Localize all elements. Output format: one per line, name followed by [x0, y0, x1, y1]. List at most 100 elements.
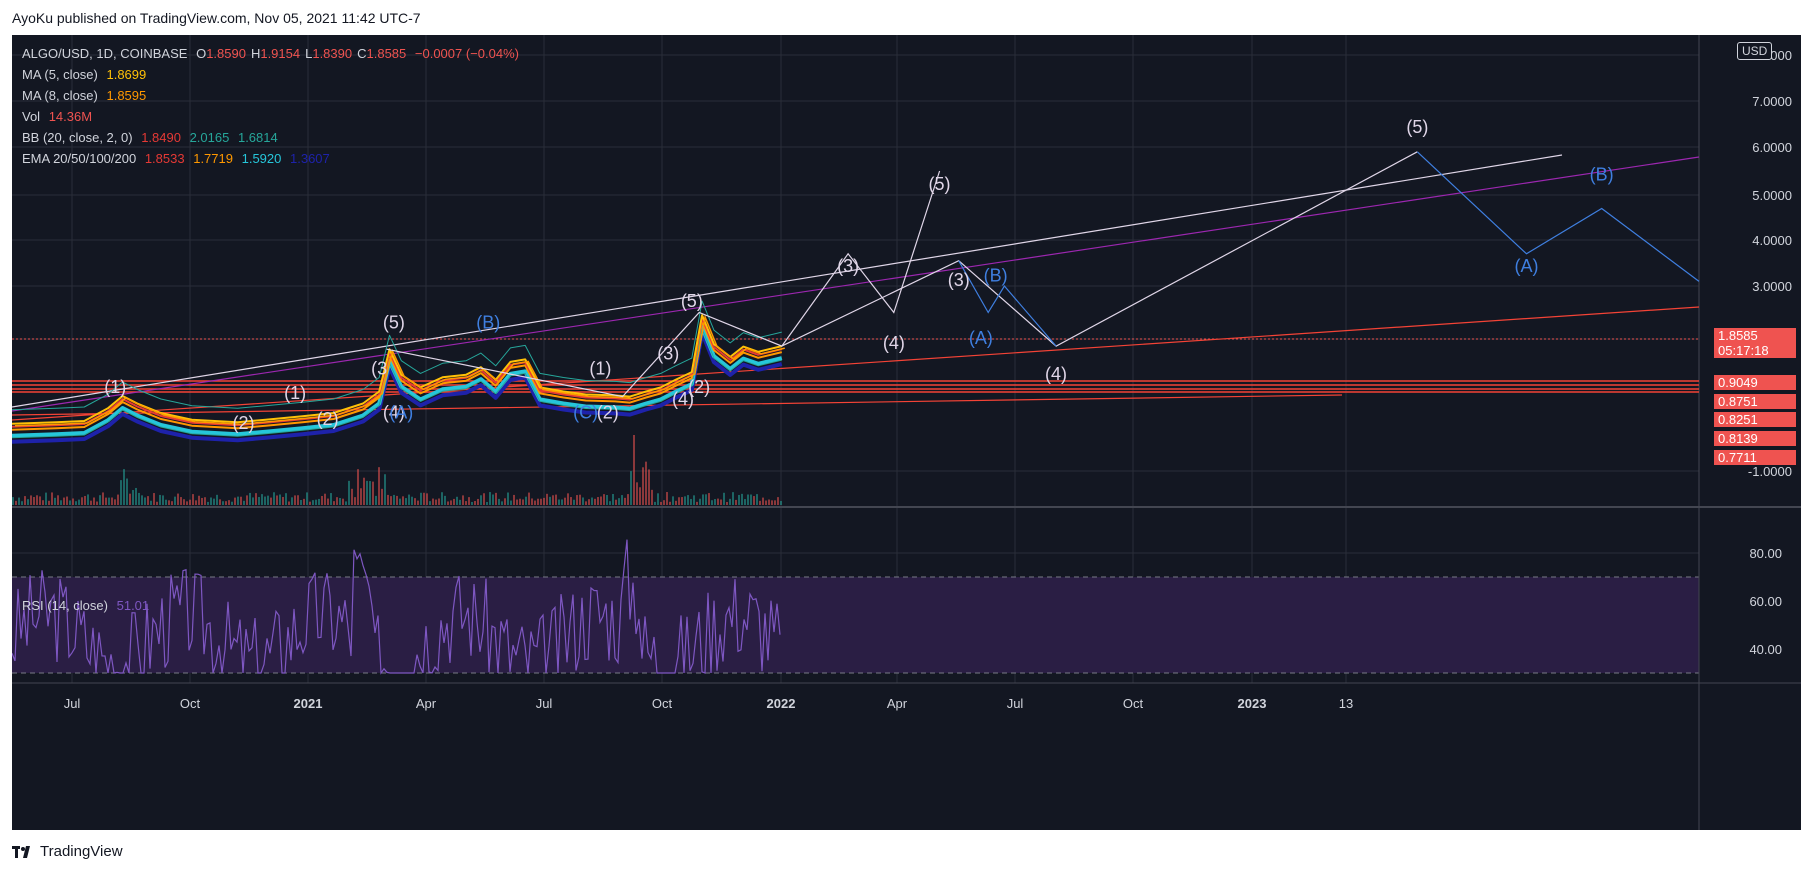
bb-upper-line — [12, 300, 782, 411]
currency-badge[interactable]: USD — [1737, 42, 1773, 60]
wave-label: (3) — [837, 256, 859, 276]
x-tick-label[interactable]: Apr — [887, 696, 908, 711]
volume-bar — [621, 495, 623, 505]
x-tick-label[interactable]: Jul — [64, 696, 81, 711]
ema-label[interactable]: EMA 20/50/100/200 — [22, 151, 137, 166]
ohlc-o: O1.8590 — [196, 46, 246, 61]
volume-bar — [738, 494, 740, 505]
rsi-tick-label: 60.00 — [1749, 594, 1782, 609]
chart-panel[interactable]: (1) (2) (1) (2) (3 (4) (5) (1) (2) (3) (4) (5) (2) (3… — [12, 35, 1801, 830]
volume-bar — [258, 497, 260, 505]
chart-canvas[interactable]: (1) (2) (1) (2) (3 (4) (5) (1) (2) (3) (4) (5) (2) (3… — [12, 35, 1801, 830]
x-tick-label[interactable]: Oct — [1123, 696, 1144, 711]
volume-bar — [684, 496, 686, 505]
rsi-label[interactable]: RSI (14, close) — [22, 598, 108, 613]
vol-label[interactable]: Vol — [22, 109, 41, 124]
trendlines[interactable] — [12, 154, 1700, 421]
volume-bar — [339, 497, 341, 505]
volume-bar — [102, 492, 104, 505]
volume-bar — [501, 501, 503, 505]
volume-bar — [636, 482, 638, 505]
ma5-row[interactable]: MA (5, close) 1.8699 — [22, 64, 519, 85]
volume-bar — [567, 493, 569, 505]
volume-bar — [645, 461, 647, 505]
x-tick-label[interactable]: Apr — [416, 696, 437, 711]
volume-bar — [594, 498, 596, 505]
x-tick-label[interactable]: Oct — [652, 696, 673, 711]
ma8-label[interactable]: MA (8, close) — [22, 88, 98, 103]
volume-bar — [30, 495, 32, 505]
price-line[interactable] — [12, 314, 783, 425]
y-tick-label[interactable]: -1.0000 — [1748, 464, 1792, 479]
volume-bar — [414, 498, 416, 505]
blue-wave-path-2[interactable] — [1416, 151, 1700, 282]
white-trendline[interactable] — [12, 154, 1563, 408]
wave-projection-lines[interactable] — [386, 151, 1700, 398]
rsi-legend[interactable]: RSI (14, close) 51.01 — [22, 598, 149, 613]
x-tick-label[interactable]: Jul — [1007, 696, 1024, 711]
symbol-row[interactable]: ALGO/USD, 1D, COINBASE O1.8590 H1.9154 L1.… — [22, 43, 519, 64]
volume-bar — [147, 496, 149, 505]
symbol-info[interactable]: ALGO/USD, 1D, COINBASE — [22, 46, 188, 61]
brand-footer[interactable]: TradingView — [12, 843, 123, 860]
wave-labels: (1) (2) (1) (2) (3 (4) (5) (1) (2) (3) (4) (5) (2) (3… — [104, 117, 1613, 433]
volume-bar — [261, 494, 263, 505]
price-axis[interactable]: 8.00007.00006.00005.00004.00003.00002.00… — [1748, 48, 1792, 479]
volume-bar — [54, 497, 56, 505]
volume-bar — [210, 497, 212, 505]
y-tick-label[interactable]: 3.0000 — [1752, 279, 1792, 294]
tradingview-logo-icon — [12, 845, 30, 858]
price-tag: 0.8139 — [1714, 431, 1796, 446]
wave-label: (4) — [1045, 364, 1067, 384]
ma8-row[interactable]: MA (8, close) 1.8595 — [22, 85, 519, 106]
x-tick-label[interactable]: Jul — [536, 696, 553, 711]
x-tick-label[interactable]: 13 — [1339, 696, 1353, 711]
purple-trendline[interactable] — [12, 156, 1700, 412]
support-lines[interactable] — [12, 338, 1699, 393]
volume-bar — [294, 495, 296, 505]
volume-bar — [12, 497, 14, 505]
volume-bar — [252, 497, 254, 505]
y-tick-label[interactable]: 4.0000 — [1752, 233, 1792, 248]
volume-bar — [390, 496, 392, 505]
volume-bar — [234, 497, 236, 505]
bb-row[interactable]: BB (20, close, 2, 0) 1.8490 2.0165 1.681… — [22, 127, 519, 148]
volume-bar — [723, 492, 725, 505]
y-tick-label[interactable]: 7.0000 — [1752, 94, 1792, 109]
volume-bar — [627, 494, 629, 505]
white-wave-path-2[interactable] — [781, 151, 1418, 347]
time-axis[interactable]: Jul Oct 2021 Apr Jul Oct 2022 Apr Jul Oct 2023 13 — [64, 696, 1354, 711]
x-tick-label[interactable]: Oct — [180, 696, 201, 711]
volume-bar — [357, 469, 359, 505]
volume-bar — [540, 498, 542, 505]
rsi-value: 51.01 — [116, 598, 150, 613]
volume-bar — [759, 500, 761, 505]
rsi-line — [12, 539, 781, 675]
volume-bar — [21, 501, 23, 505]
bb-lower: 1.6814 — [237, 130, 278, 145]
ohlc-value: 1.8585 — [366, 46, 407, 61]
volume-bar — [777, 497, 779, 505]
x-tick-label[interactable]: 2021 — [294, 696, 323, 711]
volume-bar — [630, 471, 632, 505]
ema-row[interactable]: EMA 20/50/100/200 1.8533 1.7719 1.5920 1… — [22, 148, 519, 169]
ma5-label[interactable]: MA (5, close) — [22, 67, 98, 82]
vol-row[interactable]: Vol 14.36M — [22, 106, 519, 127]
volume-bar — [420, 492, 422, 505]
x-tick-label[interactable]: 2023 — [1238, 696, 1267, 711]
red-trendline[interactable] — [12, 306, 1700, 421]
x-tick-label[interactable]: 2022 — [767, 696, 796, 711]
volume-bar — [624, 497, 626, 505]
red-support-trendline[interactable] — [12, 394, 1343, 416]
y-tick-label[interactable]: 6.0000 — [1752, 140, 1792, 155]
volume-bar — [225, 501, 227, 505]
price-series[interactable] — [12, 314, 785, 427]
y-tick-label[interactable]: 5.0000 — [1752, 188, 1792, 203]
price-tag-value: 0.7711 — [1718, 450, 1757, 465]
volume-bar — [600, 496, 602, 505]
volume-bar — [528, 492, 530, 505]
bb-label[interactable]: BB (20, close, 2, 0) — [22, 130, 133, 145]
wave-label-blue: (A) — [969, 328, 993, 348]
wave-label: (3) — [948, 270, 970, 290]
blue-wave-path[interactable] — [958, 260, 1057, 347]
